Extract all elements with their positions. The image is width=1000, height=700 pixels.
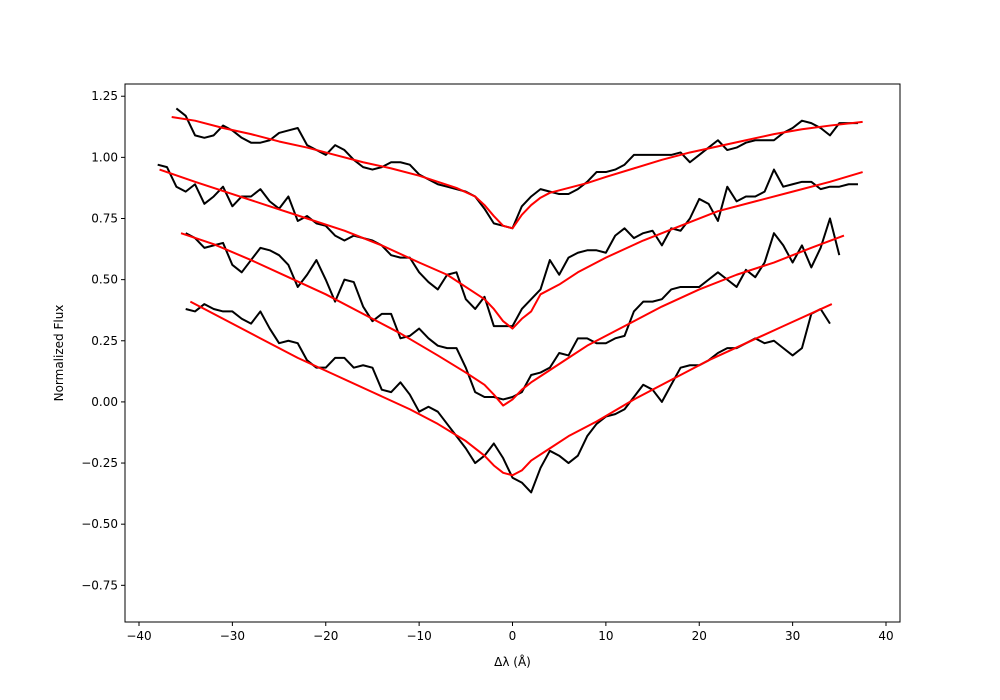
model-fit-line-3 bbox=[180, 232, 845, 407]
plot-area bbox=[157, 107, 863, 494]
model-fit-line-4 bbox=[189, 300, 833, 477]
y-tick-label: 0.25 bbox=[91, 334, 118, 348]
x-tick-label: 0 bbox=[509, 629, 517, 643]
x-tick-label: −30 bbox=[220, 629, 245, 643]
x-tick-label: 30 bbox=[785, 629, 800, 643]
x-tick-label: −40 bbox=[126, 629, 151, 643]
y-tick-label: 1.00 bbox=[91, 150, 118, 164]
x-axis-label: Δλ (Å) bbox=[494, 654, 531, 669]
observed-spectrum-line-4 bbox=[185, 303, 831, 494]
x-tick-label: −10 bbox=[406, 629, 431, 643]
y-tick-label: 0.00 bbox=[91, 395, 118, 409]
x-tick-label: 40 bbox=[878, 629, 893, 643]
y-tick-label: −0.25 bbox=[81, 456, 118, 470]
y-axis-label: Normalized Flux bbox=[52, 305, 66, 402]
x-axis-ticks: −40 −30 −20 −10 0 10 20 30 40 bbox=[126, 622, 894, 643]
y-tick-label: −0.50 bbox=[81, 517, 118, 531]
y-tick-label: 1.25 bbox=[91, 89, 118, 103]
model-fit-line-2 bbox=[159, 168, 863, 330]
y-tick-label: 0.75 bbox=[91, 212, 118, 226]
observed-spectrum-line-1 bbox=[175, 107, 858, 230]
x-tick-label: −20 bbox=[313, 629, 338, 643]
x-tick-label: 20 bbox=[692, 629, 707, 643]
y-axis-ticks: 1.25 1.00 0.75 0.50 0.25 0.00 −0.25 −0.50 −0.75 bbox=[81, 89, 125, 592]
y-tick-label: −0.75 bbox=[81, 578, 118, 592]
x-tick-label: 10 bbox=[598, 629, 613, 643]
y-tick-label: 0.50 bbox=[91, 273, 118, 287]
model-fit-line-1 bbox=[171, 116, 863, 230]
